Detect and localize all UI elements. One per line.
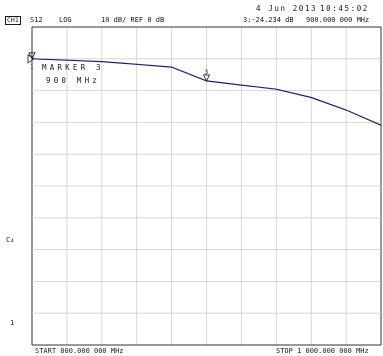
parameter-label: S12 [30, 16, 43, 24]
header-time: 10:45:02 [320, 4, 369, 13]
scale-ref-label: 10 dB/ REF 0 dB [101, 16, 165, 24]
marker-1: 1 [28, 52, 36, 71]
format-label: LOG [59, 16, 72, 24]
marker-box-value: 900 MHz [46, 76, 101, 85]
marker-box-title: MARKER 3 [42, 63, 104, 72]
start-frequency: START 800.000 000 MHz [35, 347, 124, 355]
marker-label: 3 [205, 69, 209, 76]
side-label-c: C₄ [6, 236, 15, 244]
marker-label: 1 [30, 64, 34, 71]
marker-readout: 3:-24.234 dB [243, 16, 294, 24]
marker-triangle [28, 52, 36, 60]
channel-indicator: CH1 [5, 16, 21, 25]
marker-3: 3 [202, 69, 211, 82]
marker-freq-readout: 900.000 000 MHz [306, 16, 370, 24]
header-date: 4 Jun 2013 [256, 4, 318, 13]
marker-triangle [202, 74, 211, 82]
stop-frequency: STOP 1 000.000 000 MHz [276, 347, 369, 355]
side-label-1: 1 [10, 319, 15, 327]
